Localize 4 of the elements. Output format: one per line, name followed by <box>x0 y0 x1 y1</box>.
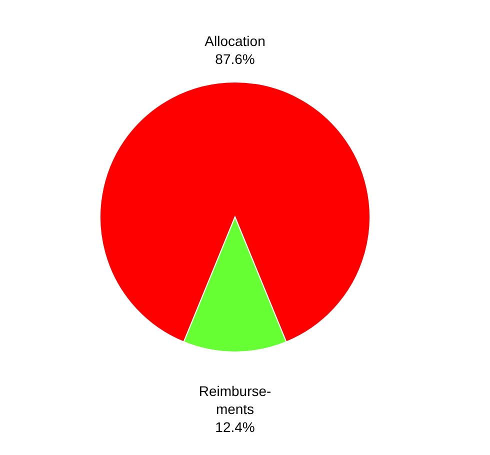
slice-label: Allocation <box>204 33 266 49</box>
data-label: 87.6% <box>215 51 255 67</box>
data-label: 12.4% <box>215 419 255 435</box>
slice-label: Reimburse-ments <box>198 383 272 417</box>
